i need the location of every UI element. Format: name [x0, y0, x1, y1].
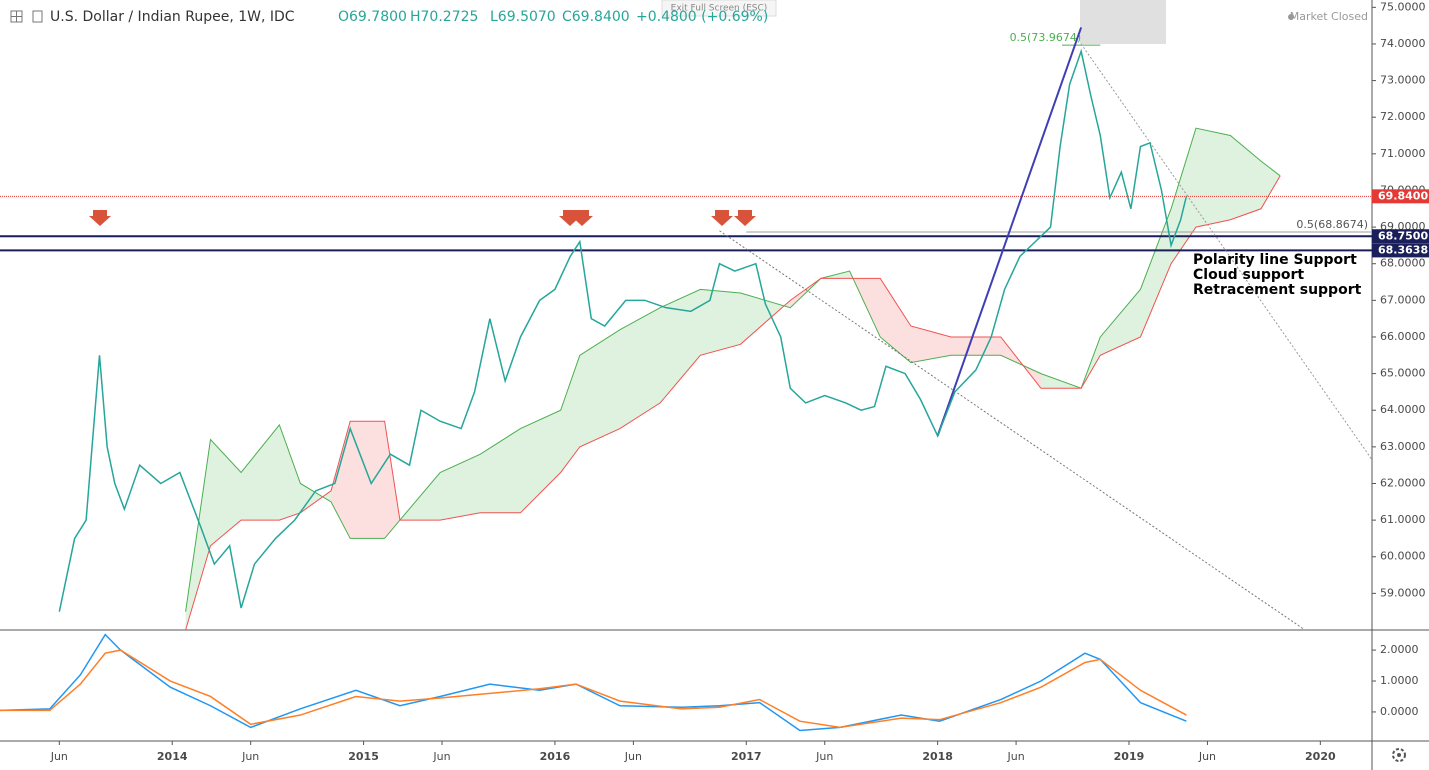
y-tick-label: 72.0000	[1380, 110, 1426, 123]
x-tick-label: Jun	[241, 750, 259, 763]
arrow-marker	[734, 210, 756, 226]
x-tick-label: 2017	[731, 750, 762, 763]
y-tick-label: 68.0000	[1380, 257, 1426, 270]
level-label-box	[1372, 189, 1429, 204]
x-tick-label: Jun	[815, 750, 833, 763]
cloud-segment	[660, 289, 701, 403]
cloud-segment	[579, 329, 620, 447]
cloud-segment	[384, 421, 400, 539]
y-tick-label: 63.0000	[1380, 440, 1426, 453]
open: O69.7800	[338, 9, 407, 25]
cloud-segment	[241, 424, 280, 521]
price-line	[58, 48, 1188, 612]
arrow-marker	[571, 210, 593, 226]
y-tick-label: 61.0000	[1380, 513, 1426, 526]
cloud-segment	[1195, 128, 1231, 228]
status-dot	[1288, 14, 1294, 20]
annotation: Retracement support	[1193, 282, 1362, 298]
x-tick-label: Jun	[624, 750, 642, 763]
annotation: Cloud support	[1193, 267, 1304, 283]
selection-box	[1080, 0, 1166, 44]
cloud-segment	[279, 424, 301, 521]
y-tick-label: 59.0000	[1380, 586, 1426, 599]
level-label: 68.7500	[1378, 229, 1428, 242]
y-tick-label: 67.0000	[1380, 293, 1426, 306]
y-tick-label: 60.0000	[1380, 550, 1426, 563]
y-tick-label: 74.0000	[1380, 37, 1426, 50]
market-status: Market Closed	[1290, 10, 1368, 23]
y-tick-label: 2.0000	[1380, 643, 1419, 656]
cloud-segment	[440, 454, 481, 521]
cloud-segment	[951, 336, 1001, 356]
cloud-segment	[1140, 208, 1172, 337]
cloud-segment	[700, 289, 741, 356]
x-tick-label: Jun	[50, 750, 68, 763]
cloud-segment	[1230, 135, 1262, 220]
toolbar-icon[interactable]	[32, 10, 43, 23]
x-tick-label: Jun	[1006, 750, 1024, 763]
arrow-marker	[89, 210, 111, 226]
cloud-edge	[185, 175, 1281, 631]
y-tick-label: 0.0000	[1380, 705, 1419, 718]
cloud-segment	[185, 439, 211, 630]
cloud-segment	[560, 355, 580, 473]
y-tick-label: 64.0000	[1380, 403, 1426, 416]
x-tick-label: Jun	[432, 750, 450, 763]
change: +0.4800 (+0.69%)	[636, 9, 769, 25]
y-tick-label: 1.0000	[1380, 674, 1419, 687]
arrow-marker	[711, 210, 733, 226]
y-tick-label: 73.0000	[1380, 74, 1426, 87]
trendline	[1080, 43, 1373, 460]
cloud-segment	[210, 439, 242, 546]
exit-button[interactable]: Exit Full Screen (ESC)	[671, 4, 768, 14]
cloud-segment	[1100, 289, 1141, 356]
level-label: 68.3638	[1378, 243, 1428, 256]
cloud-segment	[520, 410, 561, 513]
x-tick-label: 2014	[157, 750, 188, 763]
cloud-segment	[331, 421, 351, 539]
x-tick-label: 2019	[1114, 750, 1145, 763]
y-tick-label: 66.0000	[1380, 330, 1426, 343]
x-tick-label: 2015	[348, 750, 379, 763]
symbol[interactable]: U.S. Dollar / Indian Rupee, 1W, IDC	[50, 9, 295, 25]
x-tick-label: 2016	[540, 750, 571, 763]
cloud-segment	[480, 428, 521, 513]
price-line	[0, 649, 1187, 729]
trendline	[936, 27, 1083, 437]
low: L69.5070	[490, 9, 556, 25]
cloud-segment	[619, 307, 661, 429]
cloud-segment	[1261, 161, 1281, 209]
y-tick-label: 71.0000	[1380, 147, 1426, 160]
fib-label: 0.5(73.9674)	[1010, 31, 1082, 44]
x-tick-label: 2020	[1305, 750, 1336, 763]
cloud-segment	[880, 278, 911, 363]
fib-label: 0.5(68.8674)	[1296, 218, 1368, 231]
cloud-segment	[740, 293, 791, 345]
x-tick-label: 2018	[922, 750, 953, 763]
cloud-edge	[185, 127, 1281, 612]
y-tick-label: 75.0000	[1380, 0, 1426, 13]
y-tick-label: 65.0000	[1380, 367, 1426, 380]
annotation: Polarity line Support	[1193, 252, 1357, 268]
cloud-segment	[300, 483, 332, 513]
settings-icon[interactable]	[1392, 748, 1406, 762]
exit-button-box[interactable]	[661, 0, 777, 17]
level-label: 69.8400	[1378, 189, 1428, 202]
y-tick-label: 62.0000	[1380, 476, 1426, 489]
high: H70.2725	[410, 9, 479, 25]
close: C69.8400	[562, 9, 630, 25]
x-tick-label: Jun	[1198, 750, 1216, 763]
toolbar-icon[interactable]	[10, 10, 23, 23]
cloud-segment	[350, 421, 385, 539]
level-label-box	[1372, 243, 1429, 258]
cloud-segment	[910, 325, 952, 363]
level-label-box	[1372, 229, 1429, 244]
